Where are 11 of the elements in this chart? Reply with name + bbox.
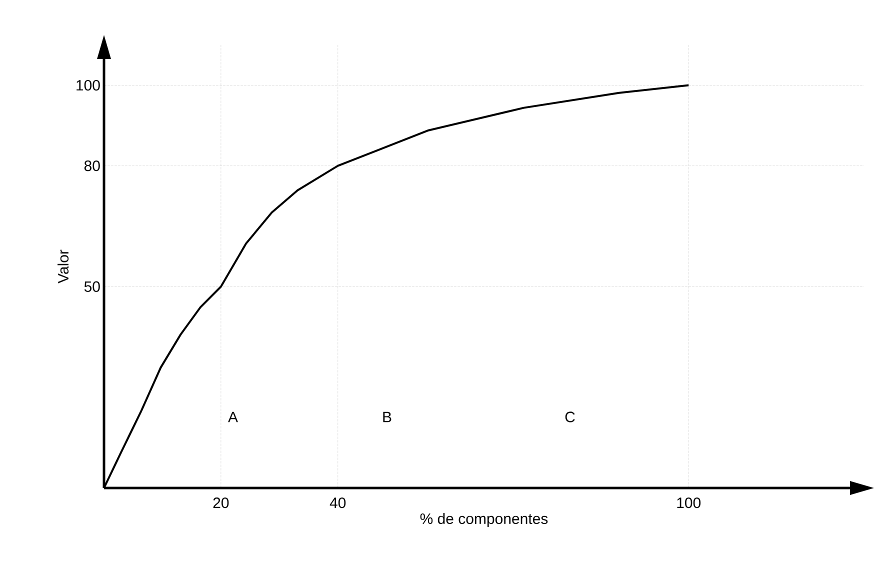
y-tick-label: 80 [84,160,100,172]
y-tick-label: 50 [84,281,100,292]
x-tick-label: 20 [213,498,229,508]
x-axis-title: % de componentes [420,513,548,527]
y-tick-label: 100 [76,80,100,91]
annotation: C [565,412,575,422]
x-tick-label: 100 [677,498,701,508]
y-axis-title: Valor [58,250,69,284]
annotation: B [383,412,392,422]
annotation: A [228,412,238,422]
x-tick-label: 40 [330,498,346,508]
